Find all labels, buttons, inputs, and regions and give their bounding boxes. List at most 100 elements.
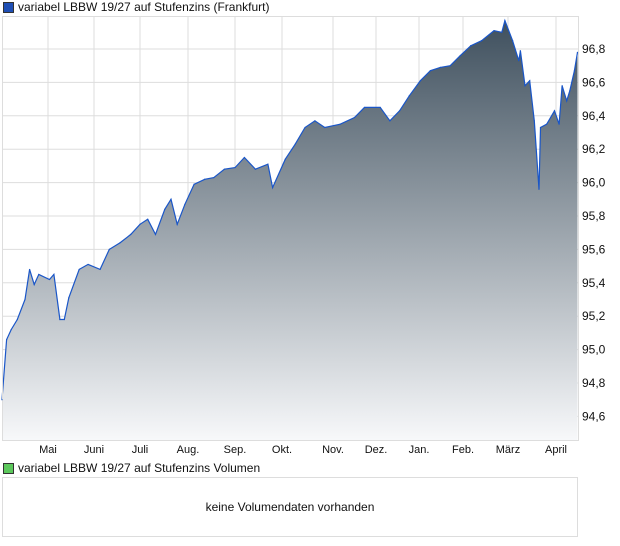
y-tick-label: 96,6 <box>582 75 606 89</box>
data-point <box>223 168 225 170</box>
y-tick-label: 95,0 <box>582 343 606 357</box>
data-point <box>518 60 520 62</box>
data-point <box>573 70 576 72</box>
data-point <box>470 45 472 47</box>
data-point <box>553 110 556 112</box>
data-point <box>254 168 256 170</box>
data-point <box>24 298 26 301</box>
data-point <box>139 223 141 225</box>
volume-legend-label: variabel LBBW 19/27 auf Stufenzins Volum… <box>18 461 261 475</box>
data-point <box>398 110 401 112</box>
data-point <box>99 268 101 271</box>
data-point <box>16 318 18 321</box>
data-point <box>108 248 110 250</box>
y-tick-label: 96,4 <box>582 109 606 123</box>
data-point <box>59 318 61 321</box>
x-tick-label: Juni <box>84 444 104 456</box>
y-tick-label: 94,8 <box>582 376 606 390</box>
data-point <box>379 106 381 109</box>
data-point <box>389 120 391 122</box>
data-point <box>164 208 166 210</box>
x-tick-label: April <box>545 444 567 456</box>
data-point <box>78 268 80 271</box>
data-point <box>533 120 535 122</box>
data-point <box>353 116 356 119</box>
y-tick-label: 95,8 <box>582 209 606 223</box>
data-point <box>576 51 579 53</box>
data-point <box>234 166 236 169</box>
volume-legend: variabel LBBW 19/27 auf Stufenzins Volum… <box>3 461 260 475</box>
data-point <box>176 223 178 225</box>
data-point <box>539 126 542 129</box>
data-point <box>53 273 55 276</box>
data-point <box>481 40 483 42</box>
data-point <box>68 297 70 299</box>
y-tick-label: 96,8 <box>582 42 606 56</box>
data-point <box>561 85 563 87</box>
data-point <box>184 203 186 205</box>
data-point <box>529 80 531 82</box>
data-point <box>267 163 269 165</box>
data-points <box>1 20 579 401</box>
data-point <box>29 268 31 271</box>
data-point <box>566 100 568 102</box>
data-point <box>272 187 274 189</box>
plot-frame <box>2 16 579 441</box>
price-legend: variabel LBBW 19/27 auf Stufenzins (Fran… <box>3 0 269 14</box>
x-tick-label: Juli <box>132 444 149 456</box>
y-tick-label: 95,2 <box>582 309 606 323</box>
data-point <box>63 318 65 321</box>
price-legend-swatch <box>3 1 14 13</box>
data-point <box>493 30 495 32</box>
data-point <box>558 123 560 125</box>
data-point <box>524 85 526 87</box>
x-tick-label: Feb. <box>452 444 474 456</box>
y-tick-label: 95,4 <box>582 276 606 290</box>
price-chart: 94,6 94,8 95,0 95,2 95,4 95,6 95,8 96,0 96,2 96,4… <box>1 16 606 456</box>
data-point <box>193 183 195 185</box>
data-point <box>38 273 40 276</box>
data-point <box>569 90 571 92</box>
price-area <box>2 20 578 440</box>
data-point <box>501 31 503 33</box>
data-point <box>1 399 3 401</box>
data-point <box>339 123 341 125</box>
data-point <box>154 233 157 235</box>
data-point <box>10 328 12 331</box>
data-point <box>284 158 286 160</box>
data-point <box>294 143 296 145</box>
y-tick-label: 95,6 <box>582 242 606 256</box>
volume-legend-swatch <box>3 462 14 474</box>
data-point <box>87 263 89 266</box>
volume-empty-message: keine Volumendaten vorhanden <box>205 500 375 514</box>
x-tick-label: Mai <box>39 444 57 456</box>
data-point <box>408 95 410 97</box>
data-point <box>213 176 215 179</box>
x-tick-label: Nov. <box>322 444 344 456</box>
data-point <box>459 55 461 57</box>
y-tick-label: 96,2 <box>582 142 606 156</box>
data-point <box>130 233 132 235</box>
data-point <box>419 80 422 82</box>
x-tick-label: Dez. <box>365 444 388 456</box>
x-tick-label: Jan. <box>409 444 430 456</box>
data-point <box>324 126 326 129</box>
data-point <box>538 188 540 190</box>
data-point <box>119 242 121 244</box>
volume-panel: keine Volumendaten vorhanden <box>2 477 578 537</box>
data-point <box>546 123 548 125</box>
data-point <box>504 20 506 22</box>
data-point <box>512 40 514 42</box>
x-tick-label: März <box>496 444 520 456</box>
data-point <box>449 65 451 67</box>
data-point <box>363 106 366 109</box>
x-tick-label: Okt. <box>272 444 292 456</box>
data-point <box>170 198 172 200</box>
data-point <box>6 338 8 341</box>
x-tick-label: Sep. <box>224 444 247 456</box>
price-legend-label: variabel LBBW 19/27 auf Stufenzins (Fran… <box>18 0 270 14</box>
y-tick-label: 94,6 <box>582 409 606 423</box>
data-point <box>204 178 206 180</box>
data-point <box>439 66 441 68</box>
